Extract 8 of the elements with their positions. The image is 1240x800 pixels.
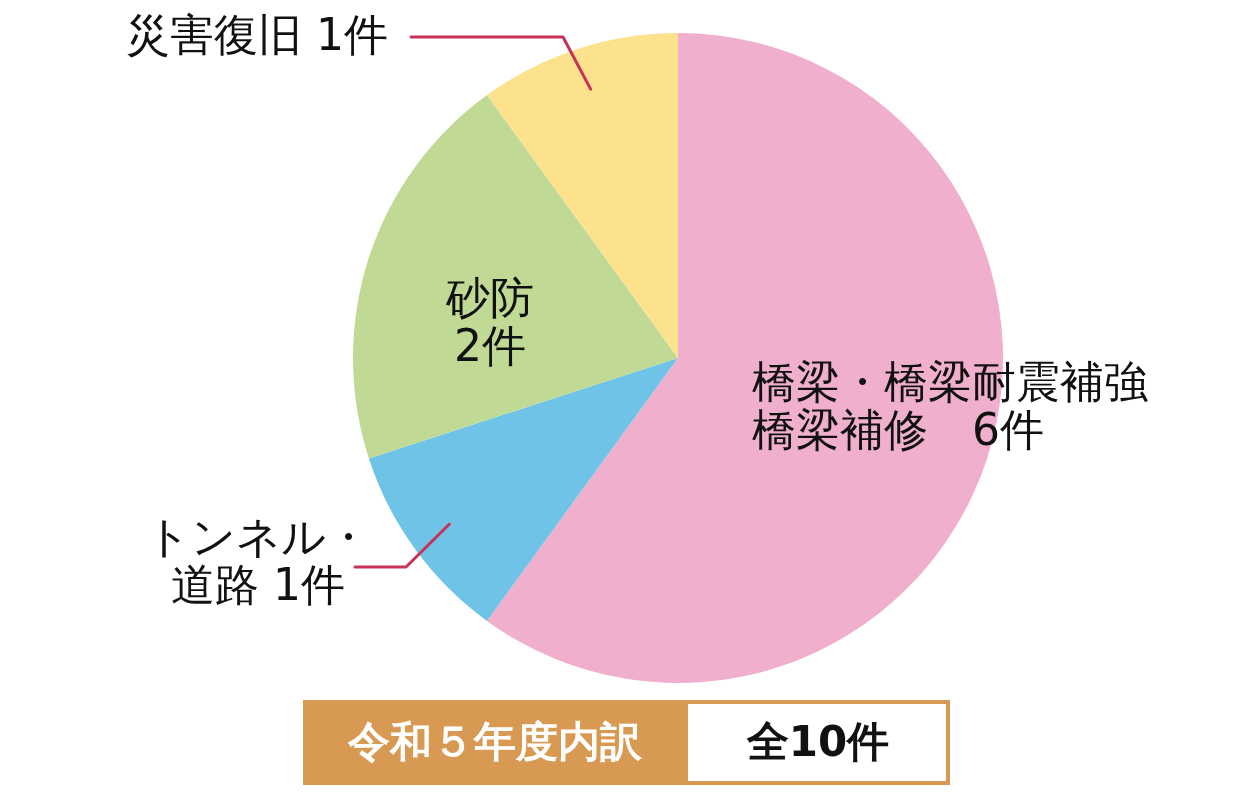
text: 令和５年度内訳 [347,717,643,766]
pie-slice [353,95,678,459]
slice-label: トンネル・道路 1件 [146,511,370,610]
data-label: 2件 [454,320,526,371]
text: 全10件 [745,717,890,766]
slice-label: 橋梁・橋梁耐震補強橋梁補修 6件 [752,356,1148,455]
slice-label: 災害復旧 1件 [126,9,388,60]
slice-label: 砂防 [445,272,534,323]
